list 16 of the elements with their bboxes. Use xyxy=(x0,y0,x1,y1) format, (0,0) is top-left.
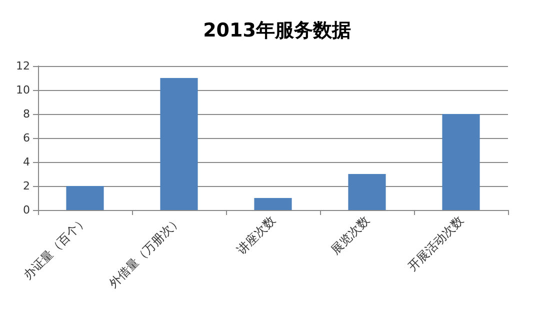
x-tick-label: 开展活动次数 xyxy=(405,213,466,274)
bar xyxy=(66,186,104,210)
bar xyxy=(442,114,480,210)
x-tick-label: 讲座次数 xyxy=(234,213,278,257)
y-tick-label: 2 xyxy=(23,180,30,192)
x-tick-label: 展览次数 xyxy=(328,213,372,257)
bar xyxy=(160,78,198,210)
y-tick-label: 4 xyxy=(23,156,30,168)
y-tick-label: 6 xyxy=(23,132,30,144)
y-tick-label: 8 xyxy=(23,108,30,120)
chart-title: 2013年服务数据 xyxy=(203,20,351,42)
bar xyxy=(254,198,292,210)
y-tick-label: 10 xyxy=(16,84,30,96)
y-tick-label: 12 xyxy=(16,60,30,72)
bar xyxy=(348,174,386,210)
x-tick-label: 外借量（万册次） xyxy=(106,213,184,291)
